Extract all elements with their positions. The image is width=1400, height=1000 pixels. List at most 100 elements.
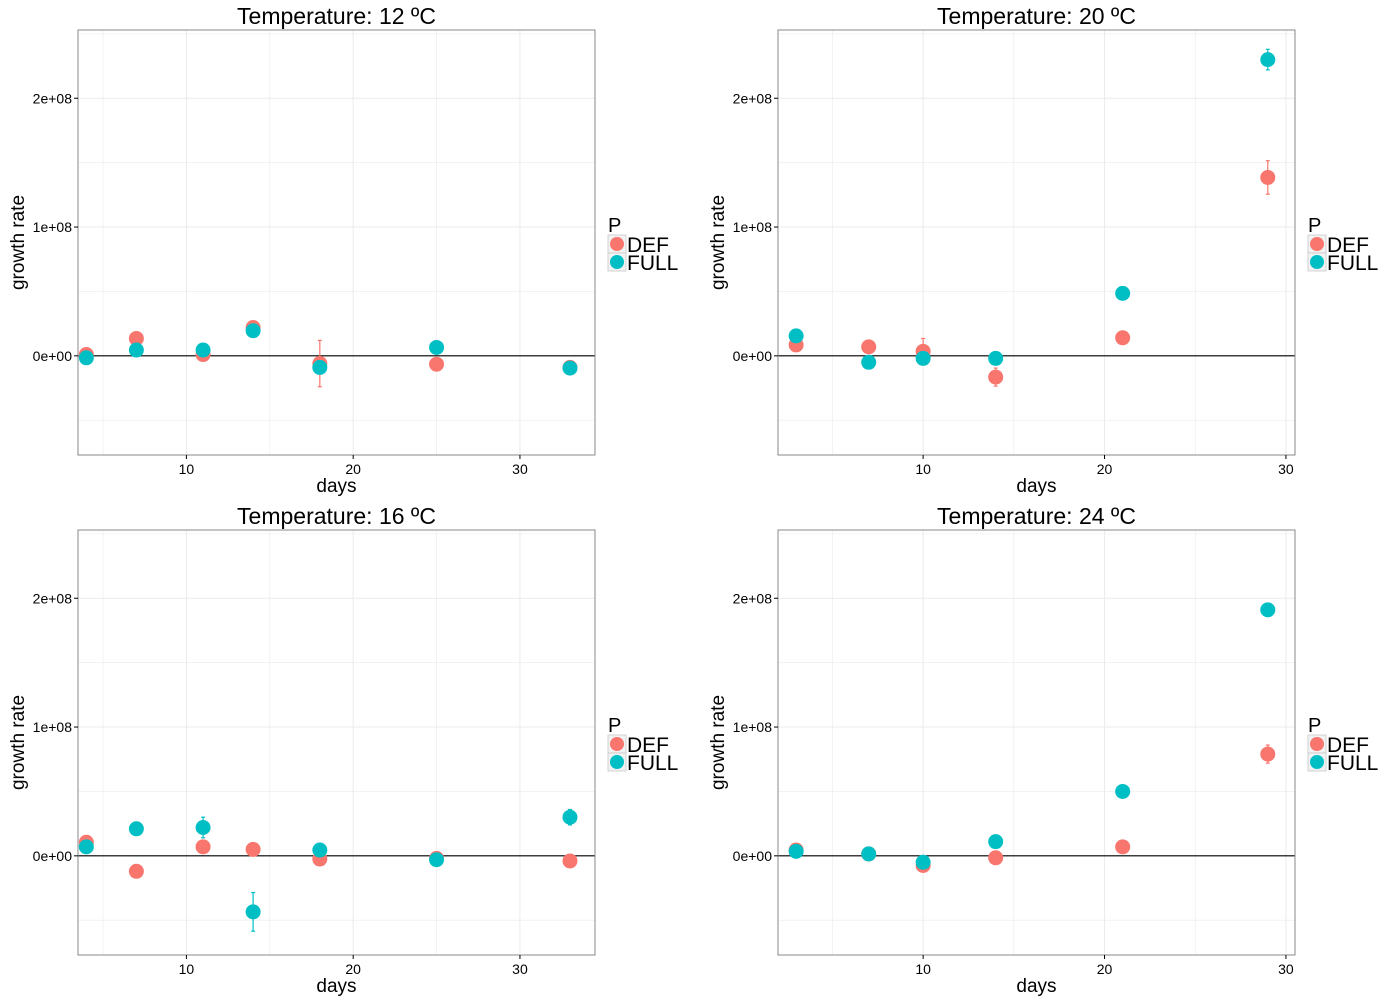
plot-background — [778, 530, 1295, 955]
data-point-full — [1260, 52, 1276, 68]
data-point-def — [1260, 169, 1276, 185]
data-point-full — [429, 852, 445, 868]
data-point-full — [788, 843, 804, 859]
legend-key-full — [1310, 755, 1324, 769]
legend-label-def: DEF — [627, 734, 669, 757]
x-tick-label: 30 — [512, 961, 528, 977]
legend-key-full — [1310, 255, 1324, 269]
chart-temp-20: 0e+00 1e+08 2e+08 10 20 30 Temperature: 20 ºC d… — [708, 3, 1378, 497]
x-axis-title: days — [316, 476, 356, 497]
data-point-full — [861, 354, 877, 370]
data-point-def — [988, 850, 1004, 866]
legend-label-full: FULL — [627, 252, 678, 275]
data-point-full — [245, 904, 261, 920]
plot-background — [778, 30, 1295, 455]
data-point-full — [562, 809, 578, 825]
panel-temp-16: 0e+00 1e+08 2e+08 10 20 30 Temperature: 16 ºC d… — [0, 500, 700, 1000]
legend-title: P — [1308, 215, 1321, 237]
legend-label-full: FULL — [627, 752, 678, 775]
legend-key-def — [1310, 237, 1324, 251]
x-tick-label: 20 — [1097, 961, 1113, 977]
data-point-def — [429, 356, 445, 372]
legend-title: P — [608, 215, 621, 237]
data-point-def — [1115, 330, 1131, 346]
y-tick-label: 2e+08 — [733, 590, 773, 606]
legend-label-full: FULL — [1327, 252, 1378, 275]
data-point-full — [312, 359, 328, 375]
y-tick-label: 0e+00 — [733, 348, 773, 364]
legend-label-def: DEF — [1327, 234, 1369, 257]
legend-title: P — [608, 715, 621, 737]
legend-key-def — [1310, 737, 1324, 751]
data-point-full — [915, 854, 931, 870]
legend-label-def: DEF — [627, 234, 669, 257]
data-point-full — [429, 339, 445, 355]
y-axis-title: growth rate — [708, 195, 729, 290]
data-point-full — [78, 350, 94, 366]
plot-border — [777, 29, 1296, 456]
y-tick-label: 2e+08 — [33, 590, 73, 606]
legend-title: P — [1308, 715, 1321, 737]
data-point-full — [1115, 285, 1131, 301]
data-point-full — [78, 839, 94, 855]
y-tick-label: 2e+08 — [733, 90, 773, 106]
data-point-full — [861, 846, 877, 862]
chart-temp-12: 0e+00 1e+08 2e+08 10 20 30 Temperature: 12 ºC d… — [8, 3, 678, 497]
data-point-full — [1260, 602, 1276, 618]
x-tick-label: 10 — [179, 961, 195, 977]
data-point-full — [128, 342, 144, 358]
y-tick-label: 1e+08 — [33, 719, 73, 735]
data-point-def — [1260, 746, 1276, 762]
data-point-full — [312, 842, 328, 858]
data-point-full — [915, 350, 931, 366]
x-tick-label: 30 — [512, 461, 528, 477]
x-tick-label: 30 — [1278, 961, 1294, 977]
y-tick-label: 0e+00 — [33, 348, 73, 364]
data-point-def — [128, 863, 144, 879]
data-point-full — [245, 323, 261, 339]
x-tick-label: 20 — [345, 461, 361, 477]
panel-temp-20: 0e+00 1e+08 2e+08 10 20 30 Temperature: 20 ºC d… — [700, 0, 1400, 500]
x-tick-label: 20 — [1097, 461, 1113, 477]
data-point-full — [988, 350, 1004, 366]
x-tick-label: 10 — [179, 461, 195, 477]
panel-temp-12: 0e+00 1e+08 2e+08 10 20 30 Temperature: 12 ºC d… — [0, 0, 700, 500]
data-point-def — [861, 339, 877, 355]
data-point-def — [245, 841, 261, 857]
legend-label-def: DEF — [1327, 734, 1369, 757]
x-tick-label: 10 — [915, 961, 931, 977]
y-axis-title: growth rate — [8, 195, 29, 290]
chart-title: Temperature: 24 ºC — [937, 503, 1136, 529]
y-tick-label: 1e+08 — [33, 219, 73, 235]
plot-background — [78, 530, 595, 955]
data-point-full — [562, 360, 578, 376]
x-tick-label: 20 — [345, 961, 361, 977]
legend-key-def — [610, 237, 624, 251]
panel-temp-24: 0e+00 1e+08 2e+08 10 20 30 Temperature: 24 ºC d… — [700, 500, 1400, 1000]
chart-temp-24: 0e+00 1e+08 2e+08 10 20 30 Temperature: 24 ºC d… — [708, 503, 1378, 997]
y-tick-label: 0e+00 — [733, 848, 773, 864]
legend-key-def — [610, 737, 624, 751]
y-tick-label: 1e+08 — [733, 219, 773, 235]
plot-border — [77, 29, 596, 456]
data-point-def — [988, 369, 1004, 385]
plot-background — [78, 30, 595, 455]
data-point-def — [128, 330, 144, 346]
data-point-def — [1115, 839, 1131, 855]
legend-key-full — [610, 755, 624, 769]
y-axis-title: growth rate — [8, 695, 29, 790]
chart-title: Temperature: 16 ºC — [237, 503, 436, 529]
plot-border — [777, 529, 1296, 956]
x-axis-title: days — [1016, 976, 1056, 997]
data-point-full — [1115, 783, 1131, 799]
x-axis-title: days — [1016, 476, 1056, 497]
x-tick-label: 30 — [1278, 461, 1294, 477]
data-point-def — [562, 853, 578, 869]
data-point-def — [195, 839, 211, 855]
y-tick-label: 1e+08 — [733, 719, 773, 735]
data-point-full — [788, 328, 804, 344]
y-axis-title: growth rate — [708, 695, 729, 790]
data-point-full — [195, 342, 211, 358]
y-tick-label: 0e+00 — [33, 848, 73, 864]
legend-label-full: FULL — [1327, 752, 1378, 775]
